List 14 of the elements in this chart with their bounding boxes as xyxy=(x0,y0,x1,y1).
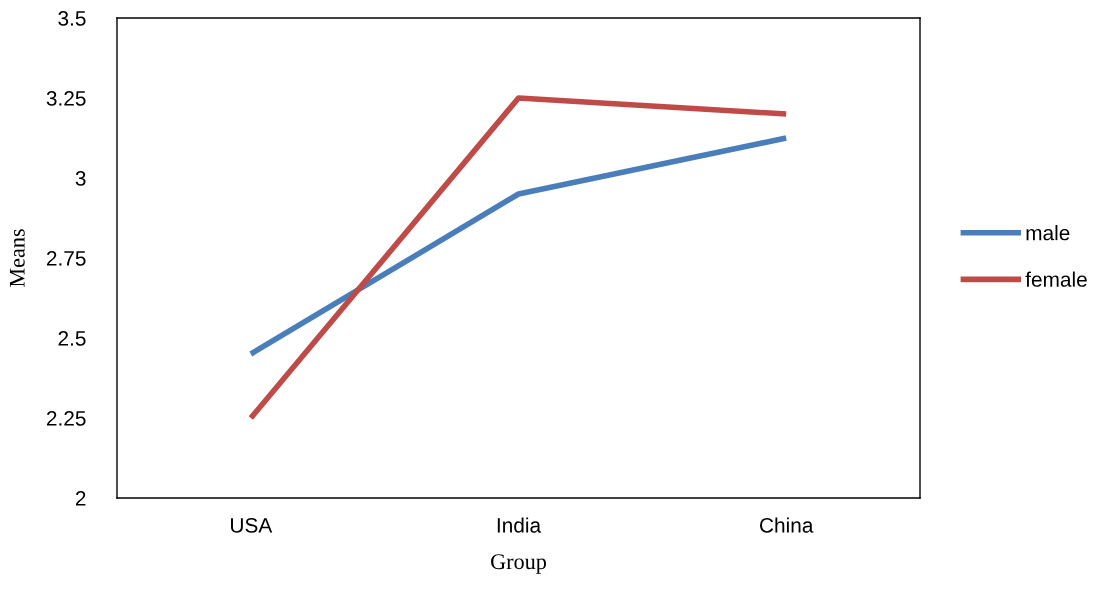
y-tick-label: 3.5 xyxy=(58,11,86,26)
y-tick-label: 3 xyxy=(75,171,86,186)
y-tick-label: 2.5 xyxy=(58,331,86,346)
x-tick-label: China xyxy=(760,517,814,533)
y-tick-label: 3.25 xyxy=(46,91,86,106)
legend-label: female xyxy=(1025,271,1087,287)
y-axis-title: Means xyxy=(9,229,25,287)
x-tick-label: India xyxy=(497,517,542,533)
x-tick-label: USA xyxy=(231,517,273,533)
y-tick-label: 2 xyxy=(75,491,86,506)
legend-label: male xyxy=(1026,225,1070,241)
y-tick-label: 2.75 xyxy=(46,251,86,266)
y-tick-label: 2.25 xyxy=(46,411,86,426)
x-axis-title: Group xyxy=(491,554,547,574)
